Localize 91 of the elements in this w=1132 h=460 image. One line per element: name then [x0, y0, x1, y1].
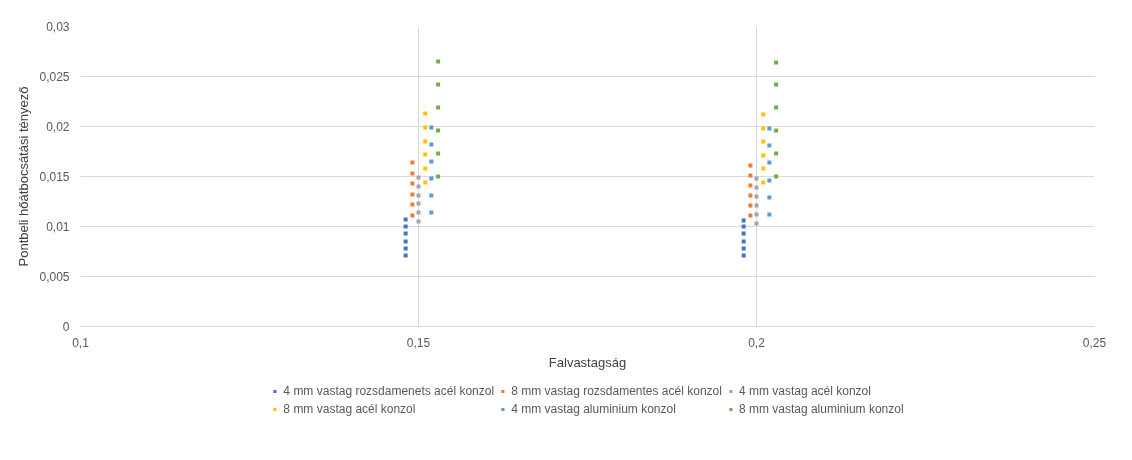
x-tick-label: 0,2	[748, 335, 766, 350]
point	[761, 112, 766, 117]
legend-label: 8 mm vastag aluminium konzol	[738, 402, 904, 416]
point	[423, 125, 428, 130]
y-tick-label: 0,005	[39, 270, 70, 284]
point	[416, 219, 421, 224]
point	[403, 217, 408, 222]
point	[436, 128, 441, 133]
point	[416, 175, 421, 180]
point	[767, 212, 772, 217]
point	[436, 151, 441, 156]
point	[416, 201, 421, 206]
point	[767, 160, 772, 165]
point	[774, 105, 779, 110]
point	[436, 105, 441, 110]
point	[403, 224, 408, 229]
point	[403, 246, 408, 251]
point	[761, 126, 766, 131]
point	[423, 180, 428, 185]
point	[429, 210, 434, 215]
point	[748, 183, 753, 188]
point	[741, 239, 746, 244]
point	[429, 159, 434, 164]
legend-label: 8 mm vastag rozsdamentes acél konzol	[511, 384, 722, 398]
point	[429, 125, 434, 130]
point	[741, 246, 746, 251]
point	[429, 193, 434, 198]
point	[767, 195, 772, 200]
point	[423, 152, 428, 157]
point	[410, 160, 415, 165]
point	[754, 221, 759, 226]
point	[748, 193, 753, 198]
y-tick-label: 0,03	[46, 20, 70, 34]
y-tick-label: 0,01	[46, 220, 70, 234]
point	[748, 203, 753, 208]
point	[767, 126, 772, 131]
point	[410, 181, 415, 186]
point	[403, 239, 408, 244]
point	[436, 174, 441, 179]
point	[754, 194, 759, 199]
legend-label: 4 mm vastag aluminium konzol	[511, 402, 676, 416]
point	[416, 210, 421, 215]
point	[410, 192, 415, 197]
x-tick-label: 0,15	[406, 335, 431, 350]
x-axis-title: Falvastagság	[548, 354, 627, 370]
point	[403, 253, 408, 258]
legend-label: 4 mm vastag acél konzol	[738, 384, 871, 398]
x-tick-label: 0,1	[72, 335, 90, 350]
y-tick-label: 0,015	[39, 170, 70, 184]
point	[774, 174, 779, 179]
point	[774, 151, 779, 156]
point	[410, 171, 415, 176]
point	[774, 82, 779, 87]
point	[410, 213, 415, 218]
point	[436, 82, 441, 87]
legend-label: 4 mm vastag rozsdamenets acél konzol	[283, 384, 495, 398]
point	[774, 128, 779, 133]
y-tick-label: 0,02	[46, 120, 70, 134]
point	[429, 176, 434, 181]
x-tick-label: 0,25	[1082, 335, 1107, 350]
point	[416, 184, 421, 189]
point	[754, 176, 759, 181]
point	[423, 166, 428, 171]
point	[767, 143, 772, 148]
point	[767, 178, 772, 183]
y-tick-label: 0	[62, 320, 70, 334]
point	[410, 202, 415, 207]
point	[741, 224, 746, 229]
point	[416, 193, 421, 198]
point	[754, 185, 759, 190]
point	[754, 212, 759, 217]
point	[403, 231, 408, 236]
legend-label: 8 mm vastag acél konzol	[283, 402, 416, 416]
point	[754, 203, 759, 208]
point	[761, 166, 766, 171]
point	[761, 180, 766, 185]
point	[423, 111, 428, 116]
y-axis-title: Pontbeli hőátbocsátási tényező	[16, 86, 32, 267]
point	[748, 213, 753, 218]
y-tick-label: 0,025	[39, 70, 70, 84]
point	[741, 253, 746, 258]
point	[761, 153, 766, 158]
point	[741, 231, 746, 236]
point	[774, 60, 779, 65]
point	[748, 163, 753, 168]
point	[761, 139, 766, 144]
point	[741, 218, 746, 223]
point	[436, 59, 441, 64]
point	[429, 142, 434, 147]
point	[423, 139, 428, 144]
point	[748, 173, 753, 178]
